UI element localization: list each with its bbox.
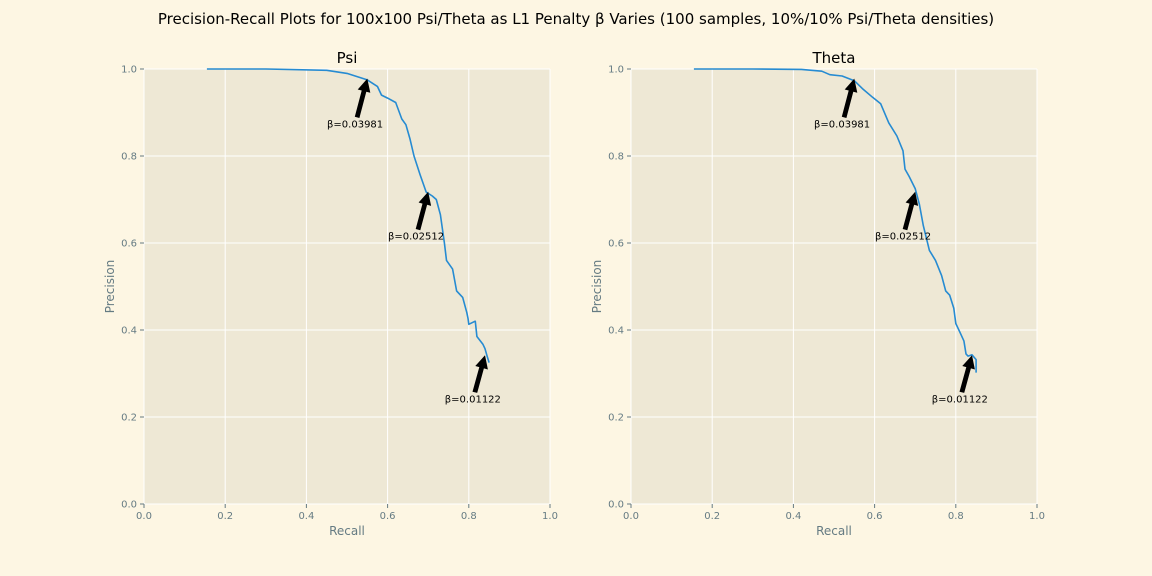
theta-annotation-label: β=0.03981 xyxy=(814,119,870,130)
psi-annotation-label: β=0.01122 xyxy=(445,394,501,405)
psi-y-tick-label: 1.0 xyxy=(121,65,137,76)
theta-annotation-arrow xyxy=(841,78,858,118)
theta-y-axis-label: Precision xyxy=(590,260,604,314)
theta-y-tick-label: 0.6 xyxy=(608,239,624,250)
theta-y-tick-label: 1.0 xyxy=(608,65,624,76)
theta-x-tick-label: 0.4 xyxy=(785,511,801,522)
psi-annotation-arrow xyxy=(415,191,432,231)
psi-y-tick-label: 0.8 xyxy=(121,152,137,163)
theta-y-tick-label: 0.4 xyxy=(608,326,624,337)
theta-annotation-label: β=0.02512 xyxy=(875,232,931,243)
psi-chart-title: Psi xyxy=(337,49,358,67)
theta-x-tick-label: 0.0 xyxy=(623,511,639,522)
figure-title: Precision-Recall Plots for 100x100 Psi/T… xyxy=(158,10,994,28)
psi-x-tick-label: 0.0 xyxy=(136,511,152,522)
psi-chart: 0.0 0.2 0.4 0.6 0.8 1.0 0.0 0.2 0.4 0.6 0.8 1.0 Psi R… xyxy=(103,49,558,538)
psi-x-tick-label: 0.4 xyxy=(298,511,314,522)
theta-y-tick-label: 0.0 xyxy=(608,500,624,511)
psi-y-tick-label: 0.0 xyxy=(121,500,137,511)
theta-x-tick-label: 1.0 xyxy=(1029,511,1045,522)
psi-y-axis-label: Precision xyxy=(103,260,117,314)
theta-x-tick-label: 0.8 xyxy=(948,511,964,522)
psi-annotation-arrow xyxy=(472,355,488,393)
theta-annotation-arrow xyxy=(902,191,919,231)
theta-y-tick-label: 0.2 xyxy=(608,413,624,424)
theta-x-tick-label: 0.6 xyxy=(867,511,883,522)
psi-annotation-arrow xyxy=(354,78,371,118)
theta-annotation-label: β=0.01122 xyxy=(932,394,988,405)
psi-annotation-label: β=0.02512 xyxy=(388,232,444,243)
psi-x-tick-label: 0.2 xyxy=(217,511,233,522)
theta-precision-recall-line xyxy=(693,68,977,373)
psi-plot-area xyxy=(144,69,550,504)
theta-plot-area xyxy=(631,69,1037,504)
psi-annotation-label: β=0.03981 xyxy=(327,119,383,130)
psi-precision-recall-line xyxy=(206,68,490,363)
theta-x-tick-label: 0.2 xyxy=(704,511,720,522)
psi-x-axis-label: Recall xyxy=(329,524,365,538)
theta-chart: 0.0 0.2 0.4 0.6 0.8 1.0 0.0 0.2 0.4 0.6 0.8 1.0 Thet… xyxy=(590,49,1045,538)
theta-chart-title: Theta xyxy=(812,49,856,67)
psi-x-tick-label: 0.8 xyxy=(461,511,477,522)
psi-y-tick-label: 0.4 xyxy=(121,326,137,337)
theta-y-tick-label: 0.8 xyxy=(608,152,624,163)
psi-x-tick-label: 1.0 xyxy=(542,511,558,522)
psi-y-tick-label: 0.2 xyxy=(121,413,137,424)
psi-y-tick-label: 0.6 xyxy=(121,239,137,250)
theta-annotation-arrow xyxy=(959,355,975,393)
theta-x-axis-label: Recall xyxy=(816,524,852,538)
psi-x-tick-label: 0.6 xyxy=(380,511,396,522)
